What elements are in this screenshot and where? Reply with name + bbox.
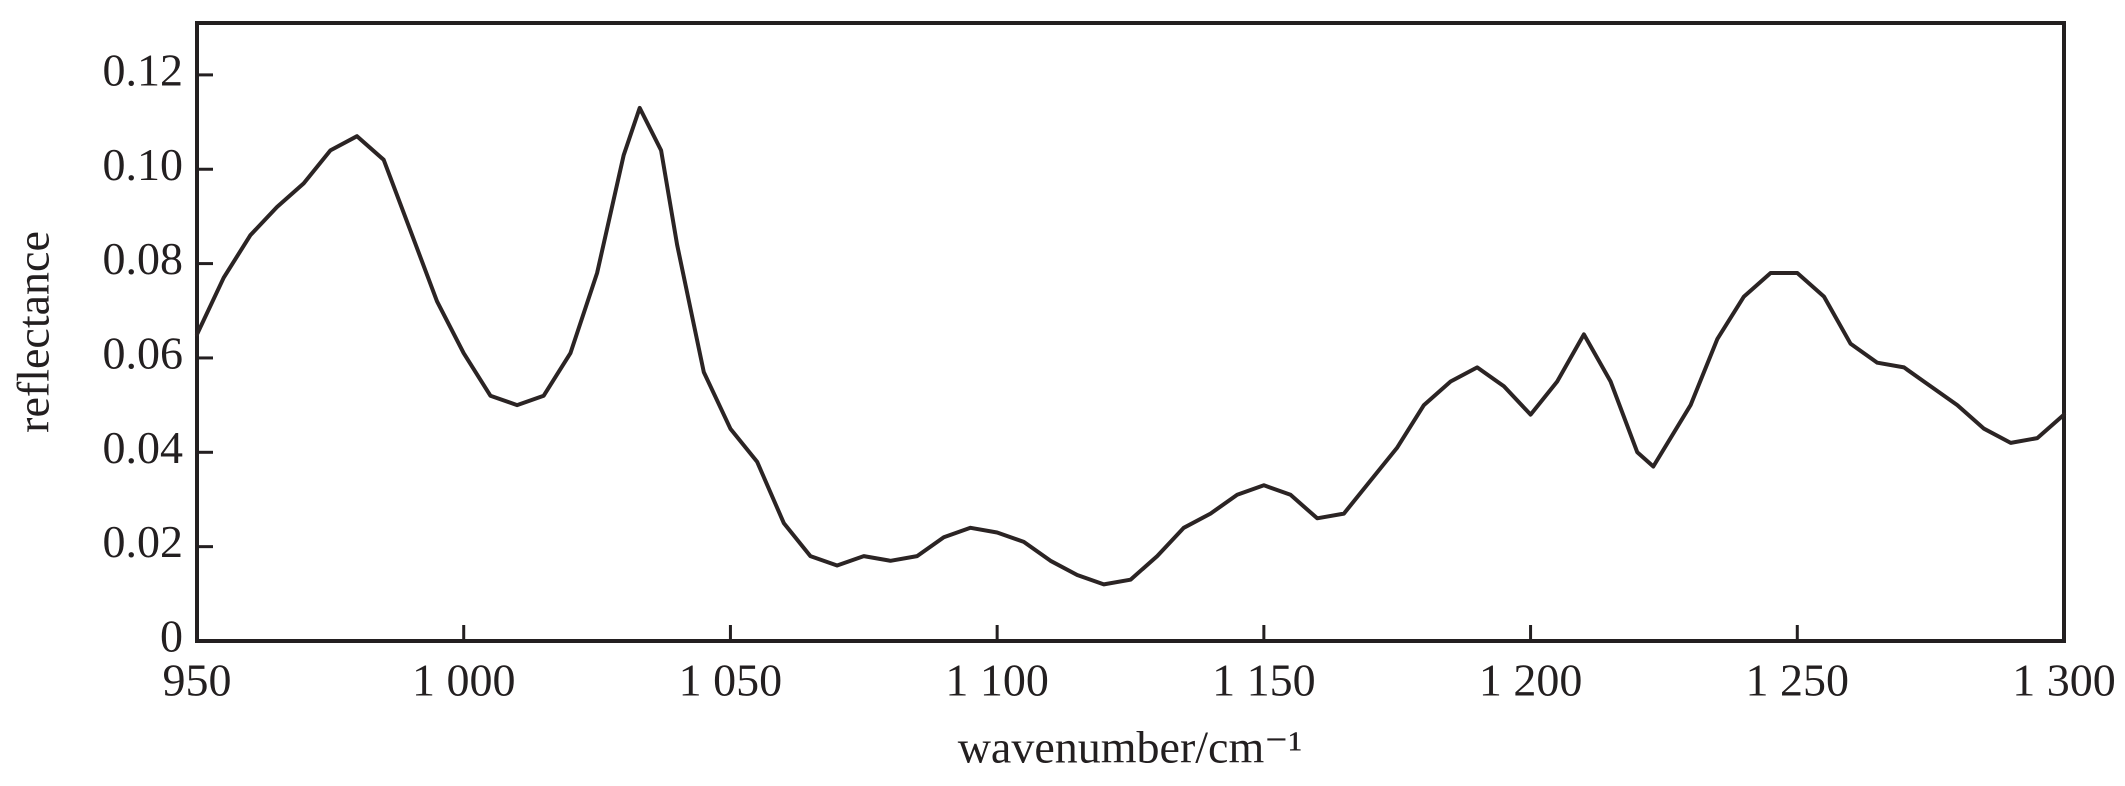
y-tick-label: 0.10 xyxy=(103,139,184,190)
data-line xyxy=(195,105,2066,587)
x-tick-label: 1 100 xyxy=(945,655,1049,706)
x-tick-label: 1 250 xyxy=(1746,655,1850,706)
y-tick-label: 0.04 xyxy=(103,422,184,473)
x-tick-label: 1 200 xyxy=(1479,655,1583,706)
y-axis-label: reflectance xyxy=(8,231,59,433)
x-tick-label: 1 050 xyxy=(679,655,783,706)
y-tick-label: 0.12 xyxy=(103,44,184,95)
x-tick-label: 1 000 xyxy=(412,655,516,706)
x-tick-label: 1 150 xyxy=(1212,655,1316,706)
x-axis-label: wavenumber/cm⁻¹ xyxy=(958,722,1303,773)
y-tick-label: 0.06 xyxy=(103,328,184,379)
y-tick-label: 0.02 xyxy=(103,516,184,567)
plot-frame xyxy=(195,21,2066,643)
x-tick-label: 1 300 xyxy=(2012,655,2116,706)
y-tick-label: 0 xyxy=(160,611,183,662)
y-tick-label: 0.08 xyxy=(103,233,184,284)
x-tick-label: 950 xyxy=(163,655,232,706)
